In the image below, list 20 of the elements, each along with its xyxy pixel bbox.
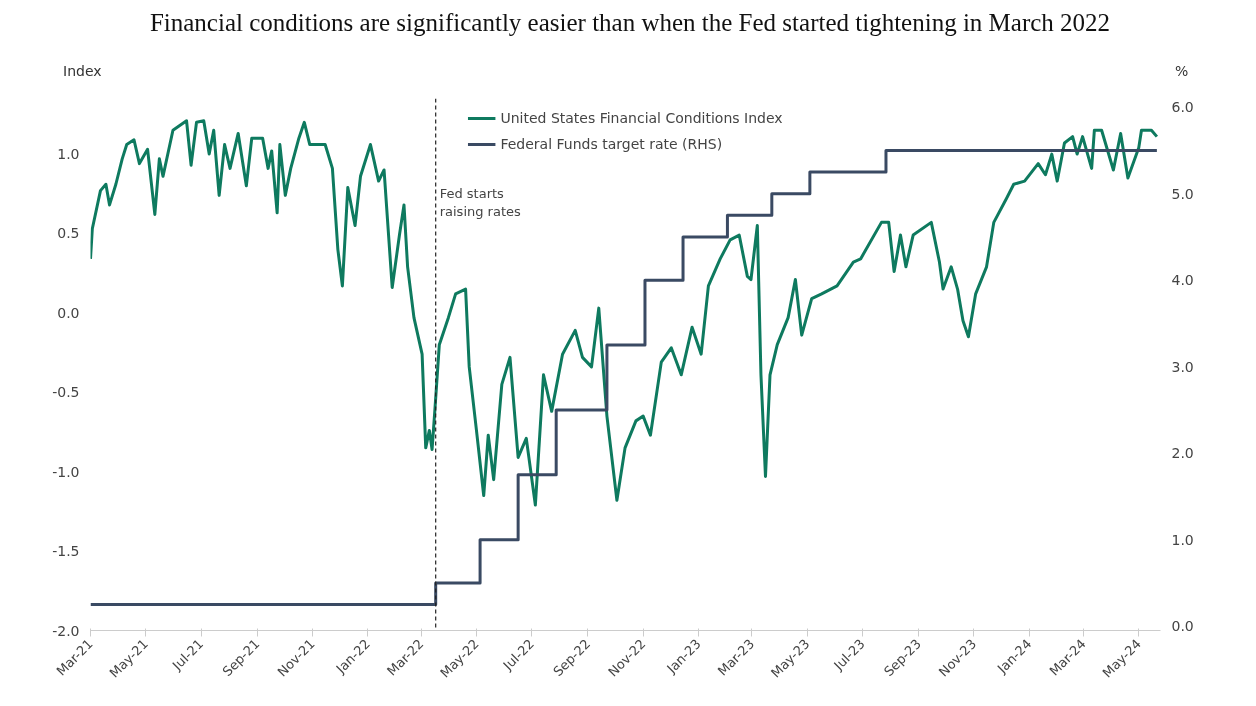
y-tick-label: 0.0 xyxy=(57,304,80,321)
y-tick-label: -1.5 xyxy=(52,543,80,560)
legend-label: United States Financial Conditions Index xyxy=(500,110,783,126)
y2-tick-label: 2.0 xyxy=(1171,445,1194,462)
y2-tick-label: 1.0 xyxy=(1171,531,1194,548)
y-tick-label: 1.0 xyxy=(57,146,80,163)
y2-tick-label: 5.0 xyxy=(1171,185,1194,202)
y-tick-label: 0.5 xyxy=(57,225,80,242)
ref-line-label: Fed starts raising rates xyxy=(439,185,522,219)
y2-tick-label: 3.0 xyxy=(1171,358,1194,375)
y-axis-title: Index xyxy=(63,62,102,81)
y-tick-label: -0.5 xyxy=(52,384,80,401)
y2-axis-title: % xyxy=(1175,62,1189,81)
y2-tick-label: 0.0 xyxy=(1171,618,1194,635)
y2-tick-label: 4.0 xyxy=(1171,272,1194,289)
y-tick-label: -1.0 xyxy=(52,463,80,480)
chart-title: Financial conditions are significantly easier than when the Fed started tightening in March 2022 xyxy=(148,8,1112,38)
y2-tick-label: 6.0 xyxy=(1171,99,1194,116)
legend-label: Federal Funds target rate (RHS) xyxy=(500,136,723,152)
y-tick-label: -2.0 xyxy=(52,622,80,639)
